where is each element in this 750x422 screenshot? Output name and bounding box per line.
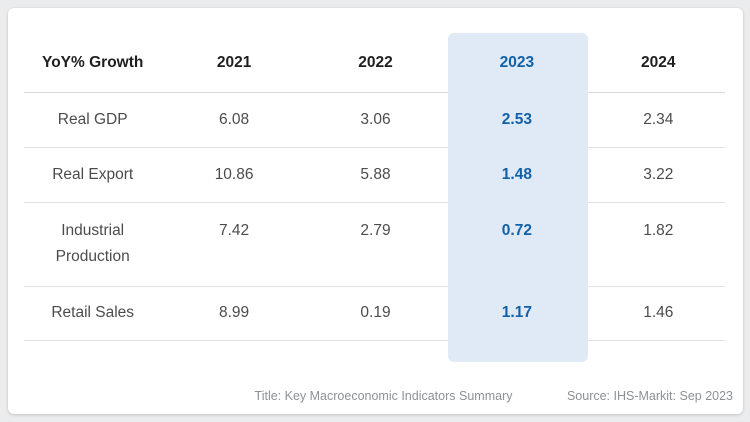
table-footer: Title: Key Macroeconomic Indicators Summ…: [8, 386, 743, 406]
highlight-2023-column: [448, 33, 588, 362]
value-cell-highlighted: 1.48: [501, 165, 532, 183]
header-divider: [24, 92, 725, 93]
header-cell-2022: 2022: [358, 54, 393, 71]
indicators-table: YoY% Growth 2021 2022 2023 2024 Real GDP…: [22, 34, 729, 340]
value-cell: 8.99: [219, 304, 250, 321]
header-cell-2023: 2023: [499, 54, 535, 71]
value-cell: 2.79: [360, 222, 391, 239]
header-cell-2021: 2021: [216, 54, 252, 71]
row-label-real-export: Real Export: [52, 165, 134, 183]
row-label-industrial-production: Industrial Production: [55, 222, 130, 265]
value-cell: 2.34: [643, 110, 674, 128]
value-cell: 6.08: [219, 110, 250, 128]
summary-table-card: YoY% Growth 2021 2022 2023 2024 Real GDP…: [8, 8, 743, 414]
row-divider: [24, 202, 725, 203]
value-cell: 1.46: [643, 304, 674, 321]
source-attribution: Source: IHS-Markit: Sep 2023: [566, 389, 733, 403]
value-cell-highlighted: 0.72: [501, 222, 532, 239]
value-cell: 7.42: [219, 222, 250, 239]
value-cell: 1.82: [643, 222, 674, 239]
row-divider: [24, 147, 725, 148]
value-cell-highlighted: 2.53: [501, 110, 532, 128]
table-title: Title: Key Macroeconomic Indicators Summ…: [254, 389, 513, 403]
value-cell-highlighted: 1.17: [501, 304, 532, 321]
row-label-real-gdp: Real GDP: [57, 110, 128, 128]
header-cell-yoy-growth: YoY% Growth: [42, 54, 144, 71]
value-cell: 5.88: [360, 165, 391, 183]
value-cell: 0.19: [360, 304, 391, 321]
row-divider: [24, 340, 725, 341]
value-cell: 3.22: [643, 165, 674, 183]
value-cell: 10.86: [214, 165, 254, 183]
row-label-retail-sales: Retail Sales: [51, 304, 135, 321]
header-cell-2024: 2024: [641, 54, 676, 71]
value-cell: 3.06: [360, 110, 391, 128]
row-divider: [24, 286, 725, 287]
